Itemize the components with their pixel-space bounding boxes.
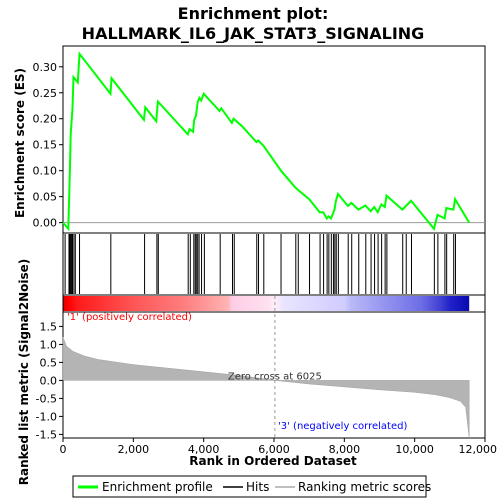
metric-y-tick-label: -1.0: [36, 410, 57, 423]
x-tick-label: 12,000: [459, 443, 498, 456]
metric-y-axis-label: Ranked list metric (Signal2Noise): [17, 259, 31, 486]
x-tick-label: 4,000: [188, 443, 220, 456]
metric-y-tick-label: -1.5: [36, 428, 57, 441]
negative-correlation-label: '3' (negatively correlated): [278, 421, 407, 432]
metric-y-tick-label: 1.5: [40, 320, 58, 333]
x-axis-ticks: 0 2,000 4,000 6,000 8,000 10,000 12,000: [60, 438, 498, 456]
x-axis-label: Rank in Ordered Dataset: [189, 454, 357, 468]
legend-enrichment-label: Enrichment profile: [102, 480, 213, 494]
legend-ranking-label: Ranking metric scores: [298, 480, 431, 494]
metric-y-tick-label: 0.0: [40, 374, 58, 387]
chart-title-line1: Enrichment plot:: [178, 4, 329, 23]
hit-markers: [64, 234, 456, 294]
metric-y-axis-ticks: -1.5 -1.0 -0.5 0.0 0.5 1.0 1.5: [36, 320, 63, 441]
x-tick-label: 0: [60, 443, 67, 456]
es-y-tick-label: 0.25: [33, 87, 58, 100]
es-panel-frame: [62, 45, 486, 234]
ranking-metric-area: [62, 337, 470, 439]
ranking-heat-bar: [63, 296, 470, 311]
es-y-tick-label: 0.15: [33, 139, 58, 152]
x-tick-label: 6,000: [258, 443, 290, 456]
x-tick-label: 8,000: [329, 443, 361, 456]
metric-y-tick-label: 1.0: [40, 338, 58, 351]
chart-title-line2: HALLMARK_IL6_JAK_STAT3_SIGNALING: [82, 24, 425, 43]
enrichment-profile-line: [62, 51, 471, 232]
es-y-axis-label: Enrichment score (ES): [13, 68, 27, 218]
legend-box: [72, 475, 427, 498]
x-tick-label: 10,000: [395, 443, 434, 456]
es-y-tick-label: 0.10: [33, 165, 58, 178]
metric-y-tick-label: 0.5: [40, 356, 58, 369]
es-y-axis-ticks: 0.00 0.05 0.10 0.15 0.20 0.25 0.30: [33, 61, 63, 230]
hits-panel-frame: [62, 232, 486, 296]
es-y-tick-label: 0.20: [33, 113, 58, 126]
legend-hits-label: Hits: [246, 480, 269, 494]
x-tick-label: 2,000: [118, 443, 150, 456]
metric-y-tick-label: -0.5: [36, 392, 57, 405]
positive-correlation-label: '1' (positively correlated): [67, 312, 192, 323]
zero-cross-label: Zero cross at 6025: [228, 371, 322, 382]
es-y-tick-label: 0.30: [33, 61, 58, 74]
es-y-tick-label: 0.05: [33, 191, 58, 204]
es-y-tick-label: 0.00: [33, 217, 58, 230]
